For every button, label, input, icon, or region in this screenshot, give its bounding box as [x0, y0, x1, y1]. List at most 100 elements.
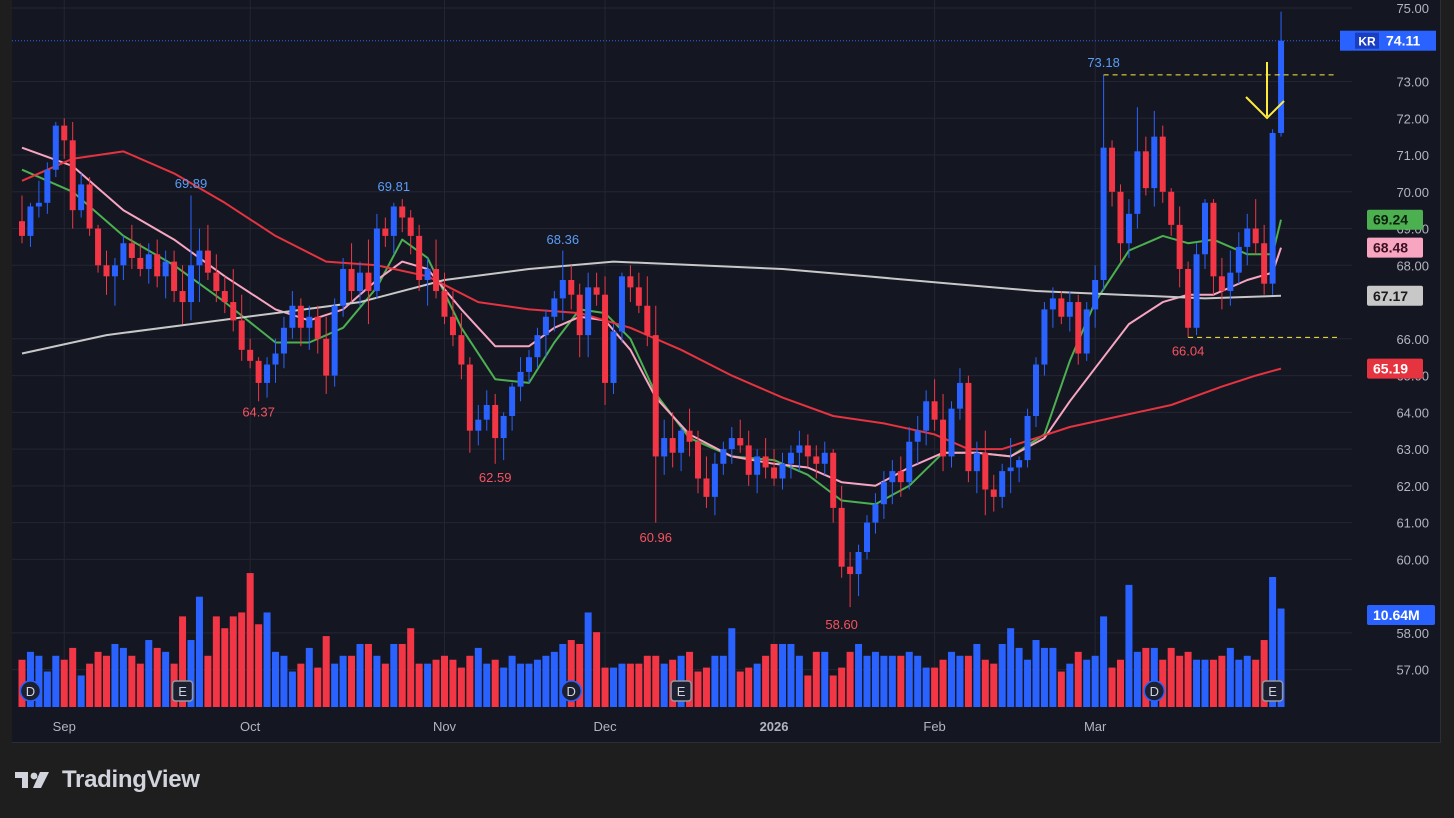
candle[interactable]: [86, 177, 93, 236]
candle[interactable]: [382, 217, 389, 247]
candle[interactable]: [661, 419, 668, 475]
candle[interactable]: [500, 412, 507, 461]
candle[interactable]: [424, 257, 431, 306]
candle[interactable]: [669, 412, 676, 468]
candle[interactable]: [956, 368, 963, 420]
candle[interactable]: [526, 349, 532, 383]
candle[interactable]: [948, 401, 955, 468]
dividend-marker[interactable]: D: [1143, 680, 1166, 702]
candle[interactable]: [1218, 257, 1225, 310]
candle[interactable]: [1151, 110, 1158, 207]
candle[interactable]: [204, 224, 211, 280]
candle[interactable]: [1176, 206, 1183, 288]
candle[interactable]: [111, 257, 118, 306]
candle[interactable]: [771, 449, 778, 486]
candle[interactable]: [365, 239, 372, 325]
candle[interactable]: [889, 460, 896, 505]
candle[interactable]: [27, 202, 34, 247]
candle[interactable]: [534, 327, 541, 369]
candle[interactable]: [1210, 199, 1217, 295]
candle[interactable]: [1227, 250, 1234, 306]
candle[interactable]: [754, 449, 761, 494]
candle[interactable]: [703, 456, 710, 508]
tradingview-logo-icon[interactable]: [14, 769, 54, 791]
candle[interactable]: [69, 121, 76, 229]
candle[interactable]: [475, 404, 482, 446]
candle[interactable]: [280, 316, 287, 369]
candle[interactable]: [559, 250, 566, 321]
candle[interactable]: [990, 474, 997, 512]
candle[interactable]: [678, 427, 685, 472]
candle[interactable]: [1092, 265, 1099, 328]
candle[interactable]: [1125, 199, 1132, 258]
candle[interactable]: [509, 382, 516, 431]
candle[interactable]: [1109, 140, 1116, 207]
candle[interactable]: [897, 456, 904, 497]
candle[interactable]: [407, 210, 414, 255]
candle[interactable]: [1041, 302, 1048, 376]
candle[interactable]: [1016, 456, 1023, 483]
candle[interactable]: [517, 357, 524, 402]
candle[interactable]: [745, 430, 752, 486]
candle[interactable]: [1066, 291, 1073, 332]
candle[interactable]: [230, 268, 237, 332]
candle[interactable]: [264, 357, 271, 398]
candle[interactable]: [247, 338, 254, 369]
candle[interactable]: [95, 224, 102, 273]
candle[interactable]: [1252, 199, 1259, 255]
candle[interactable]: [982, 430, 989, 516]
candle[interactable]: [1075, 294, 1082, 365]
candle[interactable]: [627, 265, 634, 303]
candle[interactable]: [1007, 438, 1014, 494]
candle[interactable]: [728, 427, 735, 464]
candle[interactable]: [585, 272, 592, 358]
candle[interactable]: [1159, 125, 1166, 203]
candle[interactable]: [348, 243, 355, 303]
candle[interactable]: [483, 390, 490, 431]
candle[interactable]: [787, 445, 794, 479]
candle[interactable]: [965, 375, 972, 483]
earnings-marker[interactable]: E: [171, 680, 194, 702]
candle[interactable]: [331, 298, 338, 387]
candle[interactable]: [458, 313, 465, 380]
candle[interactable]: [323, 316, 330, 394]
candle[interactable]: [128, 224, 135, 269]
candle[interactable]: [35, 180, 42, 218]
candle[interactable]: [1024, 408, 1031, 468]
candle[interactable]: [923, 390, 930, 446]
candle[interactable]: [19, 195, 25, 244]
candle[interactable]: [1033, 357, 1039, 428]
candle[interactable]: [492, 393, 499, 464]
candle[interactable]: [1185, 261, 1192, 338]
dividend-marker[interactable]: D: [19, 680, 42, 702]
candle[interactable]: [1278, 11, 1285, 137]
candle[interactable]: [357, 261, 363, 306]
candle[interactable]: [1244, 213, 1251, 266]
candle[interactable]: [1142, 136, 1149, 196]
candle[interactable]: [542, 309, 549, 358]
candle[interactable]: [213, 254, 220, 303]
candle[interactable]: [618, 272, 625, 343]
candle[interactable]: [441, 272, 448, 325]
candle[interactable]: [1058, 291, 1065, 325]
candle[interactable]: [416, 224, 423, 292]
candle[interactable]: [289, 291, 296, 339]
candle[interactable]: [255, 357, 262, 402]
candle[interactable]: [635, 272, 642, 314]
candle[interactable]: [864, 515, 870, 560]
candle[interactable]: [602, 276, 609, 405]
candle[interactable]: [188, 195, 194, 321]
candle[interactable]: [906, 427, 913, 490]
candle[interactable]: [44, 162, 51, 214]
candle[interactable]: [940, 393, 947, 472]
candle[interactable]: [137, 243, 144, 277]
candle[interactable]: [154, 239, 161, 288]
candle[interactable]: [593, 272, 600, 306]
candle[interactable]: [449, 291, 456, 347]
candle[interactable]: [1202, 199, 1208, 269]
candle[interactable]: [179, 265, 186, 325]
candle[interactable]: [838, 485, 845, 578]
candle[interactable]: [1193, 243, 1200, 336]
candle[interactable]: [872, 493, 879, 534]
candle[interactable]: [652, 305, 659, 523]
